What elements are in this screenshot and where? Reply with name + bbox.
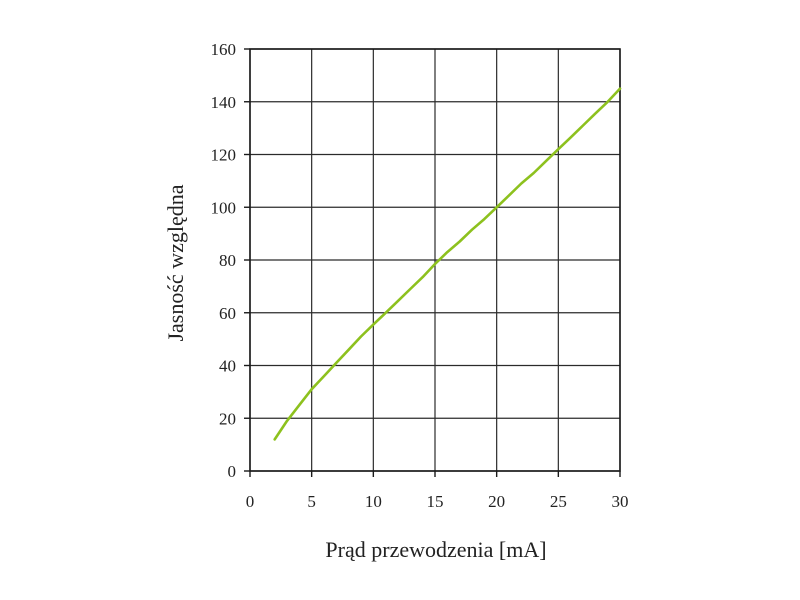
x-tick-labels: 0 5 10 15 20 25 30 [246,471,629,511]
series-line-0 [275,89,620,440]
y-tick-label-80: 80 [219,251,236,270]
series-group [275,89,620,440]
x-axis-title: Prąd przewodzenia [mA] [325,537,546,562]
y-tick-label-160: 160 [211,40,237,59]
y-tick-label-100: 100 [211,198,237,217]
y-tick-label-20: 20 [219,409,236,428]
y-tick-label-0: 0 [228,462,237,481]
x-tick-label-0: 0 [246,492,255,511]
y-axis-title: Jasność względna [163,184,188,341]
x-tick-label-30: 30 [612,492,629,511]
y-tick-label-140: 140 [211,93,237,112]
x-tick-label-10: 10 [365,492,382,511]
x-tick-label-5: 5 [307,492,316,511]
y-tick-label-120: 120 [211,146,237,165]
y-tick-labels: 0 20 40 60 80 100 120 140 160 [211,40,251,481]
y-tick-label-40: 40 [219,357,236,376]
x-tick-label-15: 15 [427,492,444,511]
y-tick-label-60: 60 [219,304,236,323]
x-tick-label-25: 25 [550,492,567,511]
x-tick-label-20: 20 [488,492,505,511]
grid [250,49,620,471]
